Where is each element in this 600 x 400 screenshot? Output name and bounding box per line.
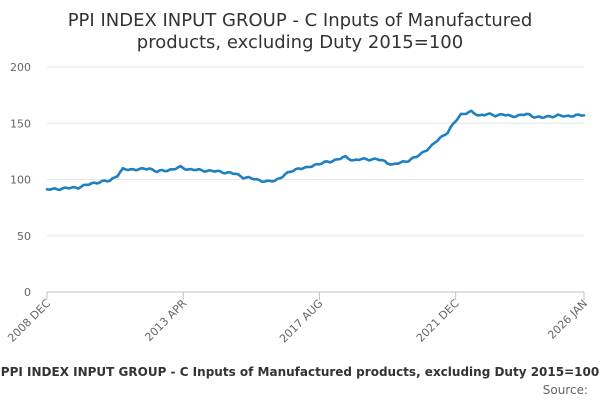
- chart-title-line-1: PPI INDEX INPUT GROUP - C Inputs of Manu…: [68, 10, 533, 31]
- chart-title: PPI INDEX INPUT GROUP - C Inputs of Manu…: [68, 10, 533, 53]
- chart-title-line-2: products, excluding Duty 2015=100: [137, 32, 463, 53]
- y-tick-label: 100: [10, 174, 31, 187]
- x-tick-label: 2008 DEC: [5, 297, 53, 345]
- legend-item-label[interactable]: PPI INDEX INPUT GROUP - C Inputs of Manu…: [1, 365, 599, 379]
- y-tick-label: 0: [24, 286, 31, 299]
- series-layer: [45, 109, 586, 192]
- y-tick-label: 200: [10, 61, 31, 74]
- y-axis-ticks: 0 50 100 150 200: [10, 61, 31, 299]
- y-tick-label: 150: [10, 117, 31, 130]
- x-tick-label: 2021 DEC: [414, 297, 462, 345]
- x-axis: 2008 DEC 2013 APR 2017 AUG 2021 DEC 2026 JAN: [5, 291, 590, 346]
- x-tick-label: 2017 AUG: [277, 297, 326, 346]
- source-label: Source:: [543, 383, 588, 397]
- x-tick-label: 2026 JAN: [545, 297, 590, 342]
- x-tick-label: 2013 APR: [142, 297, 189, 344]
- series-line[interactable]: [45, 109, 586, 192]
- grid-lines: [47, 66, 584, 237]
- legend[interactable]: PPI INDEX INPUT GROUP - C Inputs of Manu…: [0, 365, 599, 379]
- y-tick-label: 50: [17, 230, 31, 243]
